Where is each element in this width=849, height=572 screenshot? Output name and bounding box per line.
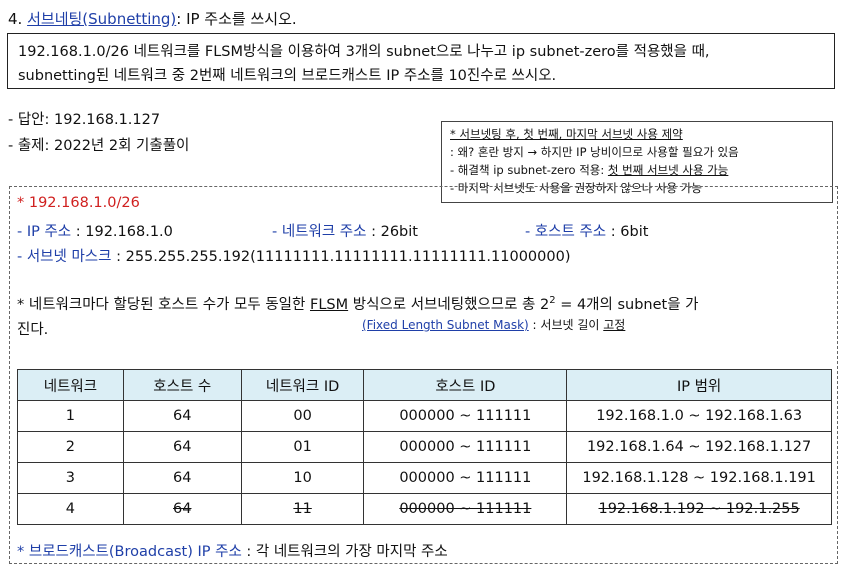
host-label: - 호스트 주소 [525, 224, 607, 240]
note-line-4: - 마지막 서브넷도 사용을 권장하지 않으나 사용 가능 [450, 181, 702, 195]
cell-ip-range: 192.168.1.0 ~ 192.168.1.63 [566, 400, 832, 432]
ip-label: - IP 주소 [17, 224, 72, 240]
source-text: - 출제: 2022년 2회 기출풀이 [8, 138, 190, 154]
table-row: 3 64 10 000000 ~ 111111 192.168.1.128 ~ … [17, 462, 832, 494]
flsm-line: * 네트워크마다 할당된 호스트 수가 모두 동일한 FLSM 방식으로 서브네… [17, 293, 699, 314]
note-line-2: : 왜? 혼란 방지 → 하지만 IP 낭비이므로 사용할 필요가 있음 [450, 145, 739, 159]
mask-label: - 서브넷 마스크 [17, 249, 112, 265]
broadcast-value: : 각 네트워크의 가장 마지막 주소 [241, 544, 448, 560]
header-network-id: 네트워크 ID [240, 369, 365, 401]
flsm-note: (Fixed Length Subnet Mask) : 서브넷 길이 고정 [362, 316, 625, 333]
cell-host-id: 000000 ~ 111111 [363, 431, 568, 463]
cell-host-count: 64 [122, 493, 242, 525]
table-row: 4 64 11 000000 ~ 111111 192.168.1.192 ~ … [17, 493, 832, 525]
note-box: * 서브넷팅 후, 첫 번째, 마지막 서브넷 사용 제약 : 왜? 혼란 방지… [441, 121, 833, 203]
header-ip-range: IP 범위 [566, 369, 832, 401]
cell-host-count: 64 [122, 431, 242, 463]
cell-host-count: 64 [122, 400, 242, 432]
subnet-table: 네트워크 호스트 수 네트워크 ID 호스트 ID IP 범위 1 64 00 … [17, 369, 832, 525]
broadcast-label: * 브로드캐스트(Broadcast) IP 주소 [17, 544, 242, 560]
flsm-note-b: 고정 [603, 318, 626, 332]
question-line-2: subnetting된 네트워크 중 2번째 네트워크의 브로드캐스트 IP 주… [18, 68, 557, 84]
note-line-3-a: - 해결책 ip subnet-zero 적용: [450, 163, 608, 177]
network-heading: * 192.168.1.0/26 [17, 195, 140, 211]
cell-network: 3 [17, 462, 124, 494]
table-row: 1 64 00 000000 ~ 111111 192.168.1.0 ~ 19… [17, 400, 832, 432]
table-row: 2 64 01 000000 ~ 111111 192.168.1.64 ~ 1… [17, 431, 832, 463]
flsm-text-c: 방식으로 서브네팅했으므로 총 2 [348, 297, 550, 313]
cell-ip-range: 192.168.1.128 ~ 192.168.1.191 [566, 462, 832, 494]
ip-value: : 192.168.1.0 [71, 224, 173, 240]
cell-host-id: 000000 ~ 111111 [363, 462, 568, 494]
cell-network: 2 [17, 431, 124, 463]
note-line-3: - 해결책 ip subnet-zero 적용: 첫 번째 서브넷 사용 가능 [450, 161, 824, 179]
flsm-line-2: 진다. [17, 322, 49, 338]
title-number: 4. [8, 10, 28, 28]
cell-network-id: 10 [240, 462, 365, 494]
flsm-text-b: FLSM [309, 297, 349, 313]
broadcast-line: * 브로드캐스트(Broadcast) IP 주소 : 각 네트워크의 가장 마… [17, 540, 448, 561]
flsm-text-a: * 네트워크마다 할당된 호스트 수가 모두 동일한 [17, 297, 310, 313]
cell-network-id: 11 [240, 493, 365, 525]
cell-network-id: 01 [240, 431, 365, 463]
header-host-count: 호스트 수 [122, 369, 242, 401]
ip-line: - IP 주소 : 192.168.1.0 [17, 220, 173, 241]
answer-text: - 답안: 192.168.1.127 [8, 112, 161, 128]
cell-host-id: 000000 ~ 111111 [363, 400, 568, 432]
flsm-full-name: (Fixed Length Subnet Mask) [362, 318, 529, 332]
title-keyword: 서브네팅(Subnetting) [27, 10, 177, 28]
net-value: : 26bit [366, 224, 418, 240]
host-line: - 호스트 주소 : 6bit [525, 220, 648, 241]
table-header-row: 네트워크 호스트 수 네트워크 ID 호스트 ID IP 범위 [17, 369, 832, 401]
cell-host-id: 000000 ~ 111111 [363, 493, 568, 525]
cell-ip-range: 192.168.1.64 ~ 192.168.1.127 [566, 431, 832, 463]
flsm-text-d: = 4개의 subnet을 가 [555, 297, 699, 313]
cell-network-id: 00 [240, 400, 365, 432]
mask-value: : 255.255.255.192(11111111.11111111.1111… [111, 249, 571, 265]
cell-network: 1 [17, 400, 124, 432]
net-label: - 네트워크 주소 [272, 224, 367, 240]
flsm-note-a: : 서브넷 길이 [528, 318, 604, 332]
cell-host-count: 64 [122, 462, 242, 494]
question-title: 4. 서브네팅(Subnetting): IP 주소를 쓰시오. [8, 8, 297, 29]
header-network: 네트워크 [17, 369, 124, 401]
net-line: - 네트워크 주소 : 26bit [272, 220, 418, 241]
mask-line: - 서브넷 마스크 : 255.255.255.192(11111111.111… [17, 245, 571, 266]
cell-ip-range: 192.168.1.192 ~ 192.1.255 [566, 493, 832, 525]
detail-panel [9, 186, 838, 564]
host-value: : 6bit [606, 224, 649, 240]
cell-network: 4 [17, 493, 124, 525]
header-host-id: 호스트 ID [363, 369, 568, 401]
title-suffix: : IP 주소를 쓰시오. [176, 10, 297, 28]
question-line-1: 192.168.1.0/26 네트워크를 FLSM방식을 이용하여 3개의 su… [18, 44, 710, 60]
note-line-3-b: 첫 번째 서브넷 사용 가능 [607, 163, 729, 177]
question-box: 192.168.1.0/26 네트워크를 FLSM방식을 이용하여 3개의 su… [7, 33, 835, 89]
note-line-1: * 서브넷팅 후, 첫 번째, 마지막 서브넷 사용 제약 [450, 127, 683, 141]
flsm-exponent: 2 [549, 295, 556, 307]
